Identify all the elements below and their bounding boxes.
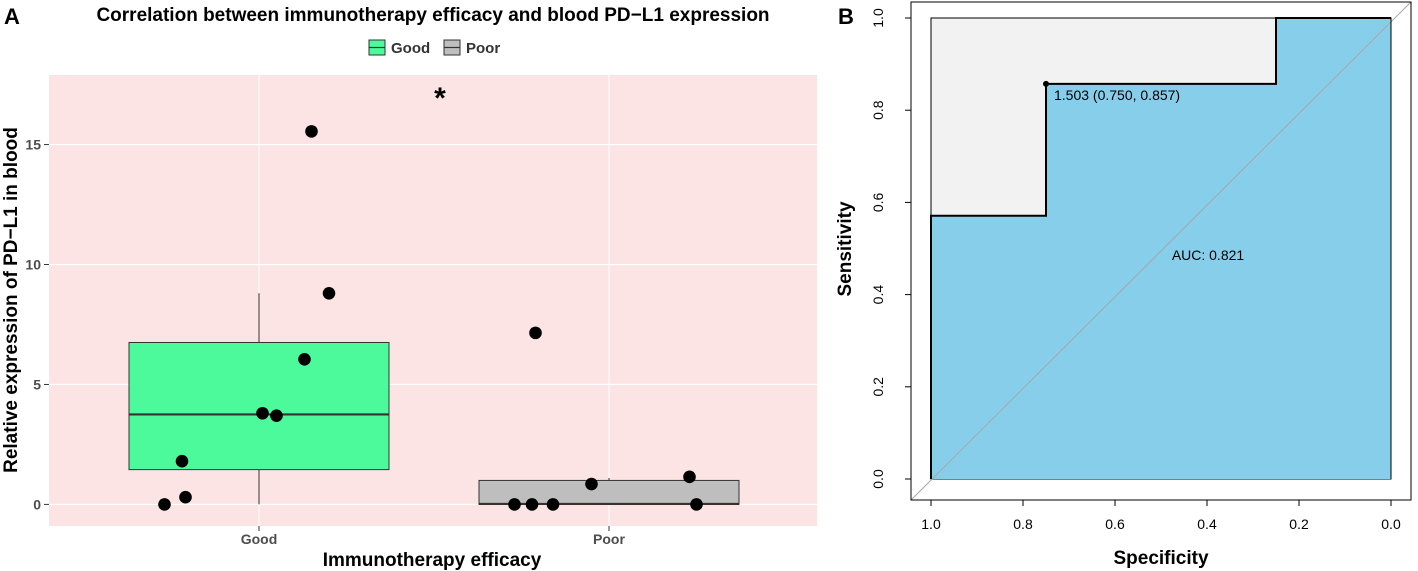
plot-border [910,1,1412,501]
x-tick-label-0.0: 0.0 [1381,516,1401,532]
data-point-good-3 [256,406,269,420]
y-axis-title: Sensitivity [835,201,856,296]
x-tick-label-1.0: 1.0 [921,516,941,532]
y-tick-label-15: 15 [25,137,41,153]
x-tick-label-0.2: 0.2 [1289,516,1309,532]
panel-b: B 0.00.20.40.60.81.0 1.0 0.8 0.6 0.4 0.2 0.0 … [835,1,1412,569]
y-tick-label-0.6: 0.6 [870,192,886,212]
legend-label-good: Good [391,40,430,57]
data-point-good-6 [322,287,336,300]
legend-item-good: Good [368,39,430,57]
data-point-good-2 [175,454,189,468]
data-point-poor-10 [546,498,560,511]
data-point-poor-11 [529,326,542,340]
panel-label-a: A [4,4,20,29]
roc-plot [910,1,1412,501]
x-axis-title: Immunotherapy efficacy [323,550,542,571]
panel-a: A Correlation between immunotherapy effi… [1,4,817,571]
data-point-good-5 [298,352,311,366]
data-point-poor-8 [508,498,521,511]
chart-title: Correlation between immunotherapy effica… [96,5,769,26]
y-axis-ticks: 0.0 0.2 0.4 0.6 0.8 1.0 [870,8,911,489]
x-axis-ticks: 1.0 0.8 0.6 0.4 0.2 0.0 [921,500,1401,532]
data-points [158,125,703,511]
x-tick-label-0.6: 0.6 [1105,516,1125,532]
x-axis-ticks: Good Poor [241,526,625,547]
y-tick-label-1.0: 1.0 [870,8,886,28]
threshold-label: 1.503 (0.750, 0.857) [1054,87,1180,103]
legend-label-poor: Poor [466,40,500,57]
x-tick-label-0.4: 0.4 [1197,516,1217,532]
box-good [128,341,390,471]
y-tick-label-5: 5 [33,376,41,392]
y-tick-label-0.4: 0.4 [870,285,886,305]
data-point-good-1 [179,490,192,504]
legend-item-poor: Poor [443,39,500,57]
y-tick-label-0.8: 0.8 [870,100,886,120]
legend: Good Poor [368,39,500,57]
significance-marker: * [434,82,446,115]
data-point-good-7 [305,125,318,138]
y-tick-label-0: 0 [33,496,41,512]
x-tick-label-poor: Poor [593,531,625,547]
y-tick-label-0.0: 0.0 [870,469,886,489]
x-axis-title: Specificity [1113,548,1208,569]
y-tick-label-0.2: 0.2 [870,377,886,397]
boxes [128,293,740,506]
data-point-poor-14 [690,498,703,511]
x-tick-label-good: Good [241,531,278,547]
data-point-poor-9 [525,498,539,511]
y-tick-label-10: 10 [25,257,41,273]
diagonal-reference-line [910,1,1412,501]
x-tick-label-0.8: 0.8 [1013,516,1033,532]
data-point-poor-12 [585,477,598,491]
data-point-poor-13 [683,470,696,484]
threshold-point [1043,80,1049,87]
data-point-good-4 [270,409,283,422]
y-axis-ticks: 0 5 10 15 [25,137,49,512]
data-point-good-0 [158,498,171,511]
auc-label: AUC: 0.821 [1172,247,1245,263]
panel-label-b: B [838,4,854,29]
y-axis-title: Relative expression of PD−L1 in blood [1,127,22,473]
